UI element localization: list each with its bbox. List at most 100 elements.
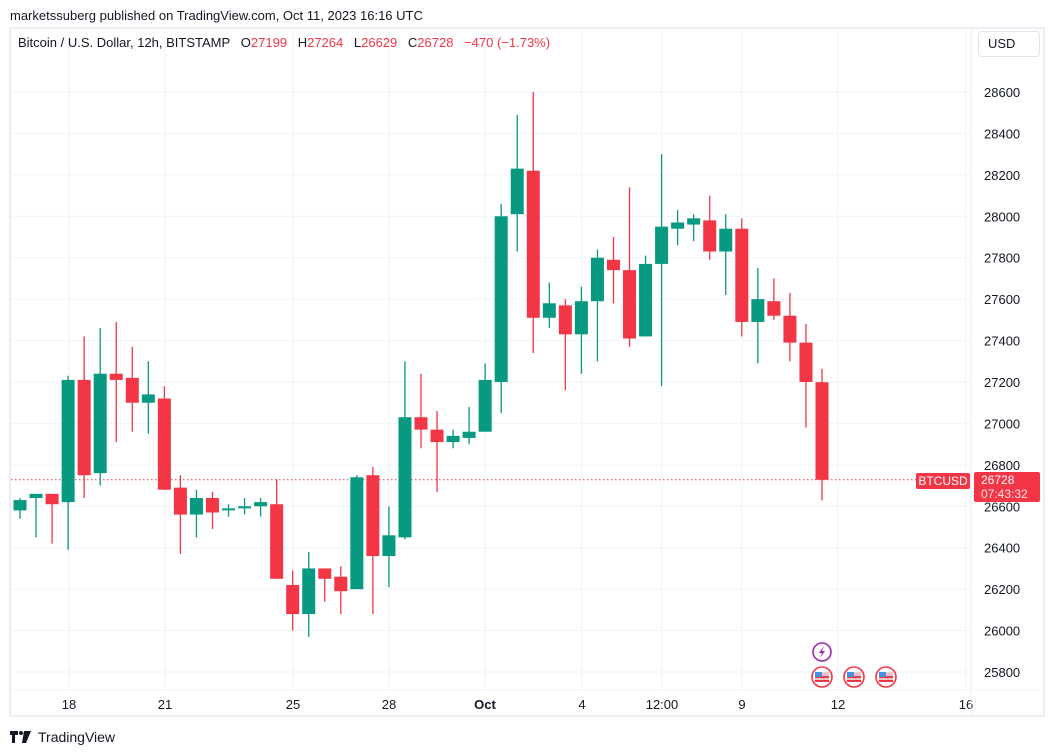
- candle-up: [462, 431, 476, 438]
- y-axis-label: 27600: [984, 292, 1020, 307]
- currency-button[interactable]: USD: [978, 31, 1040, 57]
- y-axis-label: 26800: [984, 458, 1020, 473]
- candle-up: [382, 535, 396, 556]
- y-axis-label: 26000: [984, 624, 1020, 639]
- candle-down: [318, 568, 332, 579]
- flag-stripe: [815, 680, 829, 682]
- change-value: −470 (−1.73%): [464, 35, 551, 50]
- flag-canton: [847, 672, 854, 677]
- low-value: 26629: [361, 35, 398, 50]
- open-value: 27199: [250, 35, 288, 50]
- footer-brand[interactable]: TradingView: [10, 729, 115, 745]
- candle-up: [590, 257, 604, 302]
- y-axis-label: 28400: [984, 126, 1020, 141]
- candle-up: [13, 500, 27, 511]
- candle-down: [767, 301, 781, 316]
- candle-down: [430, 429, 444, 443]
- y-axis-label: 27000: [984, 416, 1020, 431]
- x-axis-label: 16: [959, 697, 973, 712]
- candle-down: [270, 504, 284, 579]
- chart-frame: [9, 27, 1045, 717]
- high-value: 27264: [307, 35, 344, 50]
- tradingview-logo-icon: [10, 731, 31, 743]
- candle-up: [29, 493, 43, 498]
- y-axis-label: 28200: [984, 168, 1020, 183]
- footer-brand-label: TradingView: [38, 729, 116, 745]
- candle-up: [671, 222, 685, 229]
- lightning-glyph: [819, 646, 825, 658]
- y-axis-label: 26600: [984, 499, 1020, 514]
- candle-up: [350, 477, 364, 590]
- x-axis-label: 12: [831, 697, 845, 712]
- open-label: O: [240, 35, 251, 50]
- candle-up: [687, 218, 701, 225]
- y-axis-label: 27800: [984, 251, 1020, 266]
- candle-up: [61, 379, 75, 503]
- candle-down: [125, 377, 139, 403]
- candle-up: [494, 216, 508, 382]
- candle-down: [205, 498, 219, 513]
- x-axis-label: 28: [382, 697, 396, 712]
- x-axis-label: 18: [62, 697, 76, 712]
- candle-down: [366, 475, 380, 556]
- candle-down: [703, 220, 717, 252]
- x-axis-label: 25: [286, 697, 300, 712]
- close-label: C: [407, 35, 418, 50]
- candle-up: [751, 299, 765, 322]
- candle-down: [623, 270, 637, 339]
- close-value: 26728: [417, 35, 454, 50]
- candle-up: [542, 303, 556, 318]
- flag-stripe: [879, 680, 893, 682]
- flag-stripe: [847, 680, 861, 682]
- y-axis-label: 26400: [984, 541, 1020, 556]
- candle-up: [302, 568, 316, 614]
- candle-up: [719, 228, 733, 252]
- candle-down: [799, 342, 813, 382]
- flag-canton: [815, 672, 822, 677]
- candle-down: [526, 170, 540, 318]
- candle-up: [574, 301, 588, 335]
- published-caption: marketssuberg published on TradingView.c…: [10, 8, 423, 23]
- candle-up: [189, 498, 203, 515]
- bar-countdown: 07:43:32: [981, 487, 1028, 501]
- y-axis-label: 28000: [984, 209, 1020, 224]
- candle-down: [286, 585, 300, 614]
- x-axis-label: 4: [578, 697, 585, 712]
- symbol-name: Bitcoin / U.S. Dollar, 12h, BITSTAMP: [18, 35, 231, 50]
- candle-up: [510, 168, 524, 215]
- high-label: H: [297, 35, 308, 50]
- last-price-tag: 26728 07:43:32: [974, 472, 1040, 502]
- candle-down: [77, 379, 91, 476]
- flag-canton: [879, 672, 886, 677]
- y-axis-label: 27200: [984, 375, 1020, 390]
- candle-down: [334, 576, 348, 592]
- x-axis-label: Oct: [474, 697, 496, 712]
- candle-up: [478, 379, 492, 432]
- low-label: L: [353, 35, 362, 50]
- symbol-price-tag: BTCUSD: [916, 473, 970, 489]
- candle-up: [254, 502, 268, 507]
- candle-down: [157, 398, 171, 490]
- y-axis-label: 27400: [984, 334, 1020, 349]
- candle-up: [655, 226, 669, 264]
- x-axis-label: 21: [158, 697, 172, 712]
- x-axis-label: 12:00: [646, 697, 679, 712]
- y-axis-label: 25800: [984, 665, 1020, 680]
- candle-down: [414, 417, 428, 430]
- candle-up: [398, 417, 412, 538]
- candle-up: [238, 506, 252, 509]
- candle-down: [606, 259, 620, 271]
- candle-down: [558, 305, 572, 335]
- x-axis-label: 9: [738, 697, 745, 712]
- candle-down: [735, 228, 749, 322]
- candle-down: [815, 382, 829, 480]
- candle-up: [141, 394, 155, 403]
- candle-down: [109, 373, 123, 380]
- symbol-tag-label: BTCUSD: [918, 474, 968, 488]
- y-axis-label: 28600: [984, 85, 1020, 100]
- symbol-legend: Bitcoin / U.S. Dollar, 12h, BITSTAMP O27…: [18, 35, 550, 50]
- candle-up: [446, 435, 460, 443]
- y-axis-label: 26200: [984, 582, 1020, 597]
- candle-down: [173, 487, 187, 515]
